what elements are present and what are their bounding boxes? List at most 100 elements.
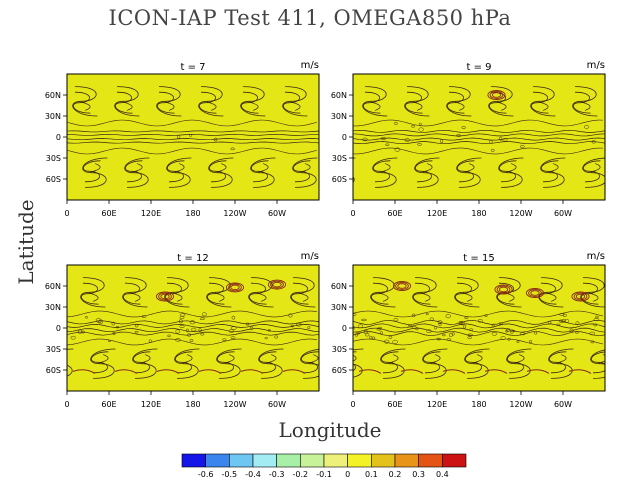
colorbar-swatch [300,453,325,468]
contour-line [222,338,227,341]
y-tick-label: 60N [45,282,61,291]
contour-line [298,292,309,302]
contour-line [425,312,429,316]
contour-line [447,91,465,114]
contour-line [353,348,364,378]
contour-line [353,141,605,145]
contour-line [107,339,112,343]
contour-line [200,332,205,336]
intense-contour [489,91,504,99]
y-tick-label: 60S [46,175,61,184]
contour-line [134,330,139,334]
panel-units: m/s [301,251,319,262]
contour-line [556,354,567,364]
contour-line [430,354,441,364]
colorbar-label: 0 [345,470,350,479]
contour-line [198,328,202,333]
contour-line [384,339,390,344]
y-tick-label: 60N [45,91,61,100]
y-tick-label: 0 [342,133,347,142]
contour-line [339,164,348,172]
contour-line [230,336,236,339]
contour-line [290,324,294,328]
intense-contour [225,282,245,293]
contour-line [463,324,467,329]
contour-line [498,322,503,325]
contour-line [362,137,368,142]
contour-line [422,163,433,173]
contour-line [199,91,217,114]
contour-line [415,160,433,183]
intense-contour [498,286,509,293]
intense-contour [568,369,592,374]
contour-line [405,91,423,114]
y-tick-label: 30N [45,112,61,121]
contour-line [308,354,319,364]
contour-line [488,86,514,117]
contour-line [381,351,399,374]
contour-line [360,318,367,322]
contour-pattern [353,277,605,379]
contour-line [412,277,438,308]
contour-line [448,333,453,337]
contour-line [77,329,83,334]
contour-line [208,157,234,188]
contour-line [363,91,381,114]
y-tick-label: 60S [332,175,347,184]
y-tick-label: 30N [331,303,347,312]
contour-line [82,157,108,188]
intense-contour [528,289,542,297]
contour-line [540,157,566,188]
contour-line [548,348,574,379]
contour-line [357,324,363,328]
contour-line [464,163,475,173]
contour-line [249,326,254,330]
contour-line [372,157,398,188]
contour-line [573,91,591,114]
colorbar-swatch [205,453,230,468]
contour-line [582,157,605,188]
colorbar-swatch [442,453,467,468]
x-tick-label: 180 [471,209,486,218]
contour-line [588,292,599,302]
panel-4: 60N 30N 0 30S 60S 0 60E 120E 180 120W 60W t = 15 m/s [331,251,606,409]
contour-line [199,317,206,320]
contour-line [380,348,406,379]
colorbar-label: -0.1 [316,470,332,479]
contour-line [455,282,473,305]
contour-line [130,292,141,302]
contour-line [179,325,185,328]
contour-line [472,354,483,364]
contour-line [134,323,139,328]
contour-line [39,102,48,110]
contour-line [583,125,590,129]
intense-contour [571,291,590,302]
intense-contour [484,369,508,374]
x-tick-label: 120W [509,400,532,409]
contour-line [580,277,605,308]
contour-line [283,91,301,114]
contour-line [394,147,401,152]
colorbar-swatch [252,453,277,468]
intense-contour [487,90,506,100]
contour-line [507,351,525,374]
x-tick-label: 0 [64,209,69,218]
intense-contour [160,293,170,300]
colorbar-swatch [229,453,254,468]
contour-line [477,318,483,323]
contour-line [569,328,574,333]
x-tick-label: 180 [471,400,486,409]
contour-line [67,338,318,346]
contour-line [549,351,567,374]
contour-line [418,122,422,126]
contour-line [67,320,319,325]
contour-line [496,277,522,308]
contour-line [407,324,413,328]
colorbar-swatch [418,453,443,468]
contour-line [590,349,605,379]
x-tick-label: 60W [554,209,572,218]
contour-line [514,354,525,364]
contour-line [496,101,507,111]
contour-line [258,163,269,173]
